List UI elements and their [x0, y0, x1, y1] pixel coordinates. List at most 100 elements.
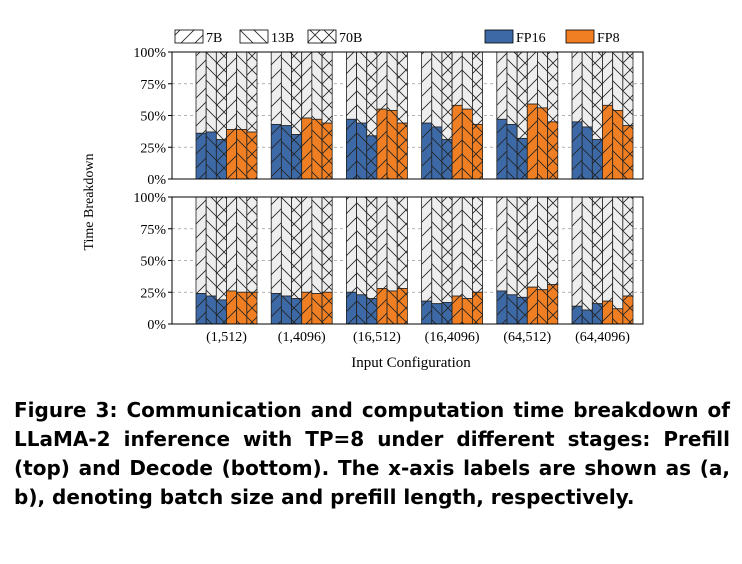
bar-lower-hatch [366, 135, 378, 180]
bar-upper-hatch [291, 51, 303, 135]
bar-upper-hatch [506, 51, 518, 125]
legend-label: FP16 [516, 31, 546, 46]
bar-upper-hatch [441, 196, 453, 303]
plot-frame [171, 51, 644, 180]
bar-lower-hatch [195, 293, 207, 325]
legend-swatch-hatch [307, 29, 337, 44]
bar-upper-hatch [366, 51, 378, 137]
bar-upper-hatch [226, 51, 238, 130]
bar-upper-hatch [215, 196, 227, 301]
bar-upper-hatch [622, 196, 634, 297]
bar-lower-hatch [421, 122, 433, 180]
bar-lower-hatch [421, 300, 433, 325]
legend-label: 70B [339, 31, 362, 46]
bar-lower-hatch [516, 296, 528, 325]
bar-lower-hatch [581, 309, 593, 325]
bar-upper-hatch [451, 196, 463, 297]
bar-lower-hatch [591, 139, 603, 180]
x-tick-label: (1,512) [206, 330, 247, 345]
bar-upper-hatch [526, 196, 538, 288]
bar-upper-hatch [270, 51, 282, 125]
bar-lower-hatch [581, 126, 593, 180]
bar-lower-hatch [356, 122, 368, 180]
bar-lower-hatch [291, 134, 303, 180]
bar-upper-hatch [396, 196, 408, 289]
bar-lower-hatch [236, 291, 248, 325]
bar-upper-hatch [376, 196, 388, 289]
bar-lower-hatch [547, 121, 559, 180]
bar-upper-hatch [321, 196, 333, 293]
y-tick-label: 25% [140, 286, 166, 301]
bar-upper-hatch [547, 51, 559, 123]
bar-lower-hatch [386, 290, 398, 325]
bar-lower-hatch [345, 118, 357, 180]
bar-lower-hatch [311, 293, 323, 325]
bar-upper-hatch [571, 196, 583, 307]
bar-lower-hatch [431, 303, 443, 325]
bar-lower-hatch [472, 123, 483, 180]
bar-lower-hatch [376, 108, 388, 180]
bar-upper-hatch [526, 51, 538, 105]
bar-upper-hatch [622, 51, 634, 127]
bar-lower-hatch [226, 129, 238, 180]
bar-lower-hatch [506, 123, 518, 180]
bar-upper-hatch [591, 196, 603, 305]
y-tick-label: 50% [140, 110, 166, 125]
bar-lower-hatch [612, 308, 624, 325]
bar-upper-hatch [321, 51, 333, 124]
bar-lower-hatch [396, 288, 408, 325]
bar-lower-hatch [612, 110, 624, 180]
bar-lower-hatch [356, 294, 368, 325]
bar-upper-hatch [581, 51, 593, 128]
chart-legend: 7B 13B 70B FP16 FP8 [174, 29, 620, 46]
bar-lower-hatch [526, 286, 538, 325]
bar-upper-hatch [311, 196, 323, 294]
bar-upper-hatch [461, 51, 473, 110]
bar-upper-hatch [356, 51, 368, 124]
legend-swatch [484, 29, 514, 44]
bar-upper-hatch [366, 196, 378, 299]
bar-upper-hatch [226, 196, 238, 292]
legend-label: 13B [271, 31, 294, 46]
legend-swatch-hatch [174, 29, 204, 44]
bar-upper-hatch [516, 51, 528, 139]
bar-lower-hatch [280, 125, 292, 180]
bar-upper-hatch [571, 51, 583, 123]
bar-upper-hatch [472, 196, 483, 293]
bar-upper-hatch [591, 51, 603, 141]
bar-upper-hatch [537, 51, 549, 109]
bar-lower-hatch [431, 126, 443, 180]
bar-upper-hatch [236, 196, 248, 293]
bar-upper-hatch [472, 51, 483, 125]
bar-upper-hatch [506, 196, 518, 296]
bar-upper-hatch [356, 196, 368, 296]
bar-lower-hatch [246, 131, 258, 180]
bar-lower-hatch [270, 293, 282, 325]
bar-lower-hatch [215, 139, 227, 180]
bar-upper-hatch [431, 51, 443, 128]
x-tick-label: (1,4096) [278, 330, 326, 345]
y-tick-label: 75% [140, 78, 166, 93]
bar-upper-hatch [396, 51, 408, 124]
bar-upper-hatch [301, 196, 313, 293]
bar-upper-hatch [547, 196, 559, 286]
panel-decode: 0% 25% 50% 75% 100% (1,512) (1,4096) (16,512) (1… [133, 191, 644, 345]
bar-upper-hatch [280, 196, 292, 297]
bar-lower-hatch [396, 122, 408, 180]
bar-upper-hatch [246, 51, 258, 133]
y-tick-label: 75% [140, 223, 166, 238]
bar-upper-hatch [431, 196, 443, 305]
bar-upper-hatch [441, 51, 453, 141]
legend-label: 7B [206, 31, 222, 46]
bar-upper-hatch [311, 51, 323, 120]
bar-lower-hatch [205, 131, 217, 180]
y-tick-label: 25% [140, 141, 166, 156]
bar-upper-hatch [421, 51, 433, 124]
bar-lower-hatch [345, 291, 357, 325]
x-tick-label: (16,512) [353, 330, 401, 345]
bar-lower-hatch [622, 295, 634, 325]
legend-swatch [565, 29, 595, 44]
y-tick-label: 100% [133, 191, 166, 206]
bar-lower-hatch [246, 291, 258, 325]
bar-lower-hatch [516, 137, 528, 180]
